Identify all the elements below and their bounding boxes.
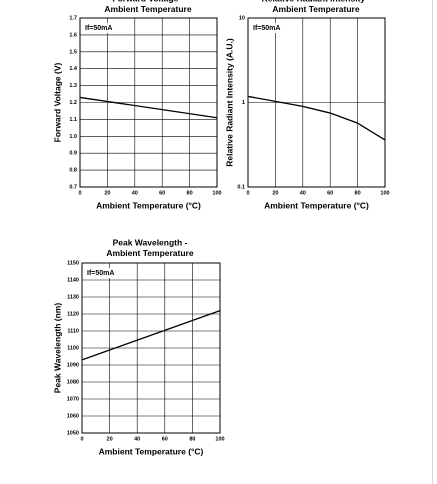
y-tick-label: 1150	[67, 260, 79, 266]
data-line	[81, 309, 221, 361]
y-axis-label: Forward Voltage (V)	[52, 63, 62, 143]
x-tick-label: 80	[189, 436, 195, 442]
y-tick-label: 1.6	[69, 32, 77, 38]
y-axis-label: Peak Wavelength (nm)	[52, 303, 62, 394]
x-tick-label: 80	[355, 190, 361, 196]
x-axis-label: Ambient Temperature (°C)	[264, 200, 369, 210]
y-tick-label: 1.0	[69, 134, 77, 140]
y-tick-label: 1060	[67, 413, 79, 419]
y-tick-label: 1.1	[69, 117, 77, 123]
plot-frame	[247, 17, 386, 188]
annotation: If=50mA	[87, 270, 114, 277]
chart-title: Relative Radiant Intensity -	[262, 0, 371, 3]
x-tick-label: 100	[215, 436, 224, 442]
y-tick-label: 1110	[67, 328, 79, 334]
x-tick-label: 60	[162, 436, 168, 442]
y-tick-label: 10	[239, 15, 245, 21]
y-tick-label: 1.3	[69, 83, 77, 89]
annotation: If=50mA	[253, 25, 280, 32]
y-tick-label: 1100	[67, 345, 79, 351]
data-line	[79, 96, 218, 119]
y-tick-label: 1120	[67, 311, 79, 317]
x-tick-label: 0	[80, 436, 83, 442]
x-axis-label: Ambient Temperature (°C)	[99, 446, 204, 456]
x-tick-label: 20	[272, 190, 278, 196]
annotation-bg	[82, 23, 116, 33]
chart-title: Forward Voltage -	[112, 0, 183, 3]
annotation-bg	[84, 268, 118, 278]
x-tick-label: 60	[327, 190, 333, 196]
y-tick-label: 1.2	[69, 100, 77, 106]
x-tick-label: 20	[104, 190, 110, 196]
x-tick-label: 40	[300, 190, 306, 196]
chart-title: Ambient Temperature	[104, 4, 191, 14]
y-tick-label: 0.1	[237, 184, 245, 190]
y-tick-label: 1080	[67, 379, 79, 385]
y-tick-label: 1	[242, 100, 245, 106]
chart-title: Ambient Temperature	[272, 4, 359, 14]
x-tick-label: 100	[380, 190, 389, 196]
x-tick-label: 0	[78, 190, 81, 196]
chart-title: Peak Wavelength -	[113, 237, 188, 247]
x-tick-label: 80	[187, 190, 193, 196]
y-tick-label: 0.9	[69, 151, 77, 157]
x-tick-label: 0	[246, 190, 249, 196]
annotation-bg	[250, 23, 284, 33]
y-tick-label: 1130	[67, 294, 79, 300]
x-tick-label: 40	[134, 436, 140, 442]
y-tick-label: 0.7	[69, 184, 77, 190]
y-tick-label: 0.8	[69, 168, 77, 174]
x-axis-label: Ambient Temperature (°C)	[96, 200, 201, 210]
y-tick-label: 1.5	[69, 49, 77, 55]
data-line	[247, 95, 386, 141]
y-tick-label: 1050	[67, 430, 79, 436]
x-tick-label: 20	[107, 436, 113, 442]
x-tick-label: 60	[159, 190, 165, 196]
y-tick-label: 1090	[67, 362, 79, 368]
y-tick-label: 1070	[67, 396, 79, 402]
y-axis-label: Relative Radiant Intensity (A.U.)	[224, 38, 234, 167]
y-tick-label: 1.7	[69, 15, 77, 21]
x-tick-label: 100	[212, 190, 221, 196]
y-tick-label: 1140	[67, 277, 79, 283]
y-tick-label: 1.4	[69, 66, 78, 72]
annotation: If=50mA	[85, 25, 112, 32]
chart-title: Ambient Temperature	[106, 248, 193, 258]
x-tick-label: 40	[132, 190, 138, 196]
plot-frame	[81, 262, 221, 434]
plot-frame	[79, 17, 218, 188]
